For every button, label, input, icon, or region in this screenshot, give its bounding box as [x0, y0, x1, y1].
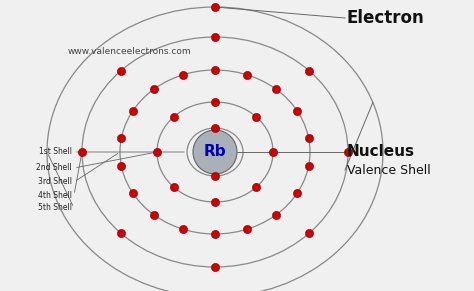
Point — [252, 114, 260, 119]
Text: 2nd Shell: 2nd Shell — [36, 164, 72, 173]
Text: Electron: Electron — [347, 9, 425, 27]
Point — [170, 185, 178, 190]
Point — [118, 135, 125, 140]
Text: 4th Shell: 4th Shell — [38, 191, 72, 200]
Point — [211, 126, 219, 130]
Text: 3rd Shell: 3rd Shell — [38, 178, 72, 187]
Point — [269, 150, 277, 154]
Point — [129, 109, 137, 113]
Point — [211, 35, 219, 39]
Point — [117, 231, 125, 236]
Point — [179, 73, 186, 77]
Point — [150, 212, 158, 217]
Point — [305, 68, 313, 73]
Point — [211, 265, 219, 269]
Point — [211, 174, 219, 178]
Point — [305, 135, 312, 140]
Point — [293, 109, 301, 113]
Point — [118, 164, 125, 168]
Point — [150, 87, 158, 91]
Point — [153, 150, 161, 154]
Point — [170, 114, 178, 119]
Point — [252, 185, 260, 190]
Point — [211, 200, 219, 204]
Point — [305, 164, 312, 168]
Point — [117, 68, 125, 73]
Point — [179, 227, 186, 231]
Text: Rb: Rb — [204, 145, 226, 159]
Point — [305, 231, 313, 236]
Point — [293, 191, 301, 195]
Text: 5th Shell: 5th Shell — [38, 203, 72, 212]
Point — [244, 227, 251, 231]
Circle shape — [193, 130, 237, 174]
Point — [211, 232, 219, 236]
Text: Nucleus: Nucleus — [347, 145, 415, 159]
Point — [78, 150, 86, 154]
Point — [211, 100, 219, 104]
Point — [211, 68, 219, 72]
Point — [129, 191, 137, 195]
Point — [344, 150, 352, 154]
Point — [211, 5, 219, 9]
Point — [244, 73, 251, 77]
Text: www.valenceelectrons.com: www.valenceelectrons.com — [68, 47, 191, 56]
Point — [272, 212, 280, 217]
Point — [272, 87, 280, 91]
Text: Valence Shell: Valence Shell — [347, 164, 431, 177]
Text: 1st Shell: 1st Shell — [39, 148, 72, 157]
